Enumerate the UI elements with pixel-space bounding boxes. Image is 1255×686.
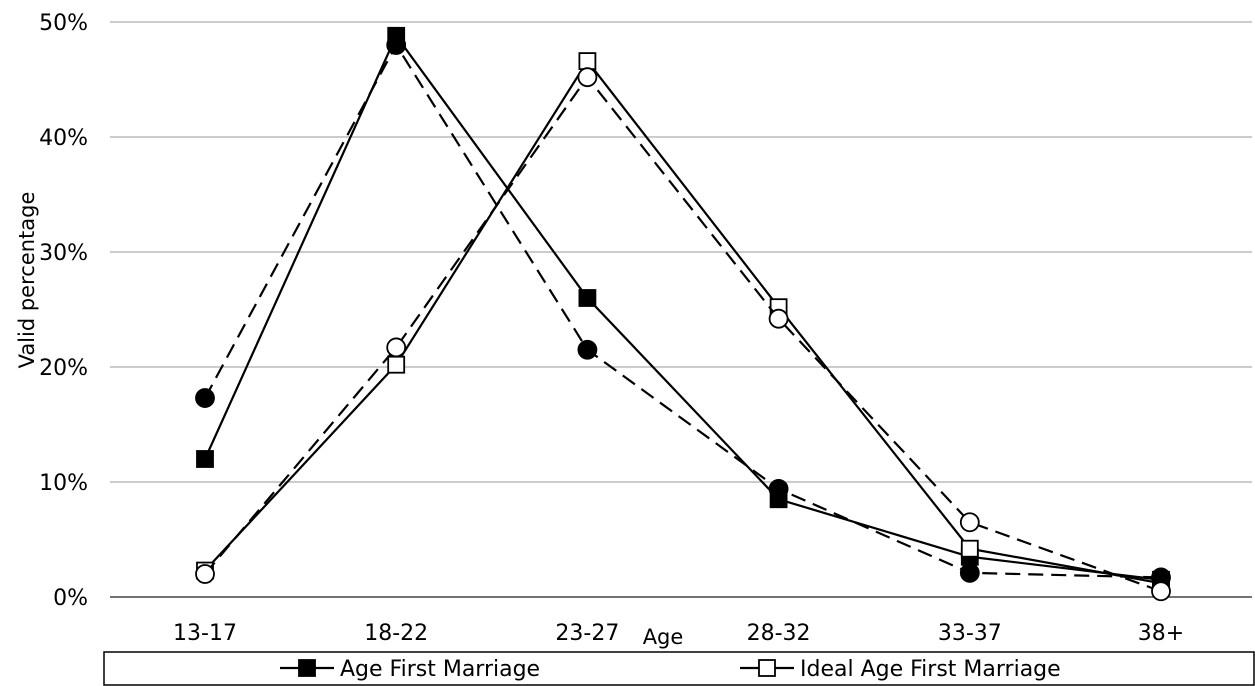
data-point (195, 388, 215, 408)
data-point (386, 35, 407, 55)
data-point (959, 562, 980, 583)
legend-entry: Ideal Age First Marriage (740, 657, 1061, 682)
data-point (959, 512, 980, 533)
data-point (386, 337, 407, 358)
series-group (195, 26, 1171, 602)
legend-marker (758, 659, 776, 677)
series-line (203, 33, 1162, 581)
series-line (204, 75, 1162, 593)
y-axis-title: Valid percentage (15, 192, 39, 369)
legend: Age First Marriage Ideal Age First Marria… (103, 651, 1255, 686)
data-point (578, 52, 597, 70)
x-tick-labels: 13-17 18-22 23-27 28-32 33-37 38+ (173, 621, 1184, 646)
y-tick-labels: 0% 10% 20% 30% 40% 50% (39, 11, 88, 611)
y-tick-label: 0% (53, 586, 88, 611)
gridlines (110, 21, 1252, 598)
series-3 (195, 35, 1171, 588)
y-tick-label: 50% (39, 11, 88, 36)
x-tick-label: 28-32 (747, 621, 811, 646)
data-point (960, 539, 979, 558)
x-tick-label: 38+ (1138, 621, 1184, 646)
legend-label: Age First Marriage (340, 657, 540, 682)
legend-marker (298, 659, 316, 677)
x-tick-label: 13-17 (173, 621, 237, 646)
data-point (1151, 581, 1171, 602)
series-2 (196, 52, 1170, 593)
series-1 (196, 26, 1170, 589)
series-line (204, 59, 1162, 585)
data-point (578, 289, 597, 307)
data-point (768, 478, 789, 499)
legend-entry: Age First Marriage (280, 657, 540, 682)
series-line (204, 42, 1162, 579)
data-point (768, 308, 789, 329)
data-point (577, 339, 598, 360)
data-point (387, 355, 406, 374)
data-point (196, 450, 214, 468)
series-4 (195, 67, 1171, 602)
y-tick-label: 40% (39, 126, 88, 151)
legend-box (103, 651, 1255, 686)
data-point (195, 564, 215, 584)
x-axis-title: Age (643, 625, 684, 649)
x-tick-label: 23-27 (555, 621, 619, 646)
legend-label: Ideal Age First Marriage (800, 657, 1061, 682)
x-tick-label: 18-22 (364, 621, 428, 646)
y-tick-label: 30% (39, 241, 88, 266)
x-tick-label: 33-37 (938, 621, 1002, 646)
y-tick-label: 20% (39, 356, 88, 381)
data-point (577, 67, 598, 88)
y-tick-label: 10% (39, 471, 88, 496)
